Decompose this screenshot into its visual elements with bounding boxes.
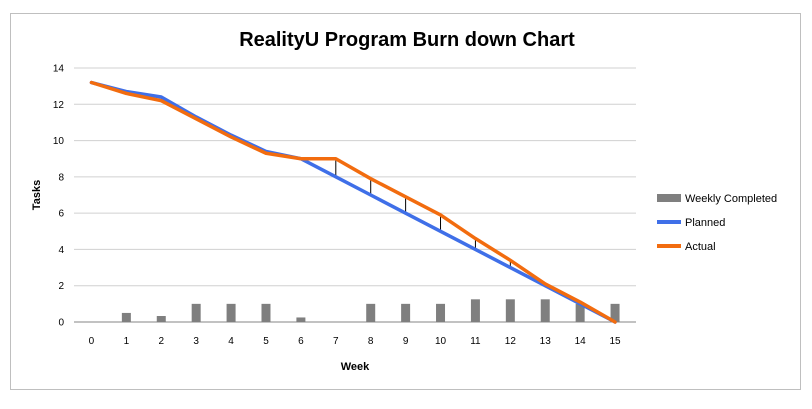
bar-week-11 <box>470 299 480 322</box>
x-tick-label: 1 <box>124 336 130 347</box>
bar-week-3 <box>191 303 201 322</box>
legend: Weekly Completed Planned Actual <box>657 193 777 253</box>
y-tick-label: 8 <box>58 172 64 183</box>
legend-label-weekly-completed: Weekly Completed <box>685 193 777 205</box>
x-tick-label: 9 <box>403 336 409 347</box>
x-axis-label: Week <box>341 361 370 373</box>
bar-week-12 <box>505 299 515 322</box>
x-tick-label: 11 <box>470 336 481 347</box>
bar-week-1 <box>121 312 131 322</box>
x-tick-label: 8 <box>368 336 374 347</box>
x-tick-label: 15 <box>609 336 621 347</box>
bar-week-6 <box>296 317 306 322</box>
gridlines <box>74 67 636 323</box>
bar-week-15 <box>610 303 620 322</box>
chart-title: RealityU Program Burn down Chart <box>239 29 575 51</box>
bar-week-13 <box>540 299 550 322</box>
y-tick-label: 14 <box>53 64 65 75</box>
y-tick-label: 12 <box>53 100 65 111</box>
bar-week-10 <box>436 303 446 322</box>
legend-label-planned: Planned <box>685 217 725 229</box>
y-tick-label: 2 <box>58 281 64 292</box>
series-line-actual <box>89 80 617 324</box>
legend-swatch-weekly-completed <box>657 194 681 202</box>
drop-lines <box>125 91 581 304</box>
x-tick-label: 10 <box>435 336 447 347</box>
legend-label-actual: Actual <box>685 241 716 253</box>
series-line-planned <box>89 80 617 324</box>
x-tick-label: 3 <box>193 336 199 347</box>
x-tick-label: 13 <box>540 336 552 347</box>
y-tick-label: 0 <box>58 318 64 329</box>
x-tick-label: 6 <box>298 336 304 347</box>
bar-week-9 <box>401 303 411 322</box>
x-tick-label: 0 <box>89 336 95 347</box>
bar-week-5 <box>261 303 271 322</box>
x-tick-label: 2 <box>158 336 164 347</box>
y-axis-label: Tasks <box>31 180 43 210</box>
bar-week-2 <box>156 316 166 322</box>
x-tick-label: 7 <box>333 336 339 347</box>
x-tick-label: 5 <box>263 336 269 347</box>
y-tick-label: 6 <box>58 209 64 220</box>
bar-week-14 <box>575 303 585 322</box>
x-tick-label: 4 <box>228 336 234 347</box>
x-tick-label: 12 <box>505 336 517 347</box>
bar-week-4 <box>226 303 236 322</box>
y-tick-label: 4 <box>58 245 64 256</box>
bar-week-8 <box>366 303 376 322</box>
y-tick-labels: 0 2 4 6 8 10 12 14 <box>53 64 65 329</box>
y-tick-label: 10 <box>53 136 65 147</box>
x-tick-labels: 0 1 2 3 4 5 6 7 8 9 10 11 12 13 14 15 <box>89 336 621 347</box>
weekly-completed-bars <box>121 299 620 322</box>
x-tick-label: 14 <box>575 336 587 347</box>
series-lines <box>89 80 617 324</box>
